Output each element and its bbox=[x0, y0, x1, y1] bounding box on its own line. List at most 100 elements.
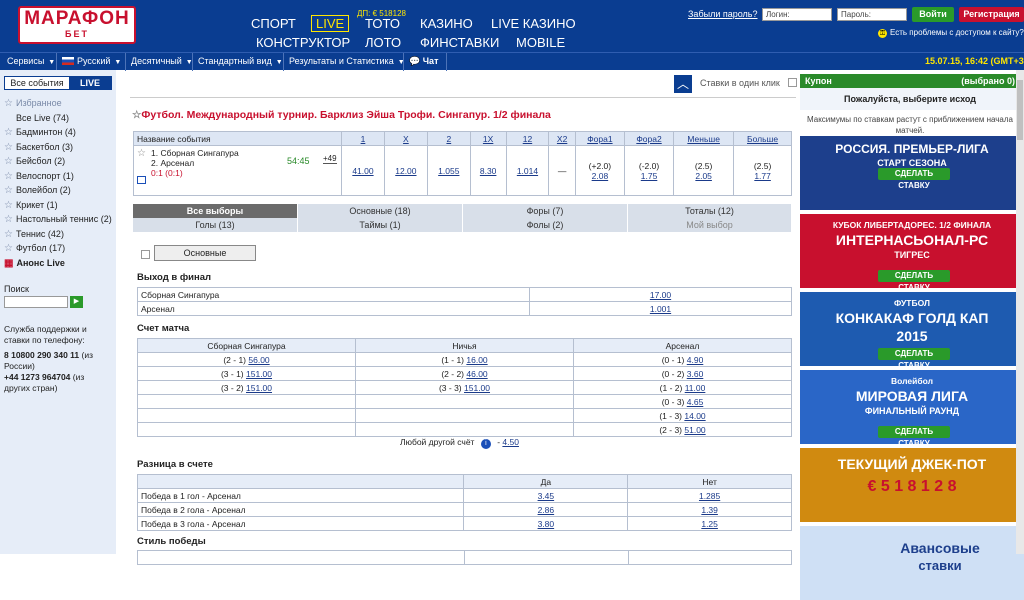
odds-value[interactable]: 2.05 bbox=[695, 170, 712, 181]
column-header[interactable]: Фора1 bbox=[574, 131, 625, 146]
odds-value[interactable]: 1.285 bbox=[698, 490, 721, 501]
odds-cell[interactable]: 3.80 bbox=[463, 516, 629, 531]
scroll-up-button[interactable]: ︿ bbox=[674, 75, 692, 93]
column-header[interactable]: X bbox=[383, 131, 428, 146]
make-bet-button[interactable]: СДЕЛАТЬ СТАВКУ bbox=[878, 168, 950, 190]
star-icon[interactable]: ☆ bbox=[132, 109, 142, 121]
make-bet-button[interactable]: СДЕЛАТЬ СТАВКУ bbox=[878, 270, 950, 288]
tab-market[interactable]: Тоталы (12) bbox=[628, 204, 792, 218]
odds-value[interactable]: 3.60 bbox=[686, 368, 704, 379]
other-score-odd[interactable]: 4.50 bbox=[502, 437, 519, 447]
make-bet-button[interactable]: СДЕЛАТЬ СТАВКУ bbox=[878, 348, 950, 366]
make-bet-button[interactable]: СДЕЛАТЬ СТАВКУ bbox=[878, 426, 950, 444]
sidebar-item[interactable]: ☆ Крикет (1) bbox=[4, 200, 58, 211]
nav-constructor[interactable]: КОНСТРУКТОР bbox=[256, 35, 351, 50]
tab-live[interactable]: LIVE bbox=[69, 77, 111, 89]
sidebar-item[interactable]: Все Live (74) bbox=[4, 113, 69, 123]
column-header[interactable]: 2 bbox=[426, 131, 471, 146]
odds-value[interactable]: 46.00 bbox=[466, 368, 488, 379]
sidebar-item[interactable]: ☆ Бадминтон (4) bbox=[4, 127, 76, 138]
odds-cell[interactable]: (2 - 3) 51.00 bbox=[573, 422, 792, 437]
promo-banner[interactable]: РОССИЯ. ПРЕМЬЕР-ЛИГА СТАРТ СЕЗОНА СДЕЛАТЬ … bbox=[800, 136, 1024, 210]
odds-cell[interactable]: (1 - 3) 14.00 bbox=[573, 408, 792, 423]
sidebar-item[interactable]: ☆ Велоспорт (1) bbox=[4, 171, 74, 182]
nav-live[interactable]: LIVE bbox=[311, 15, 350, 32]
one-click-checkbox[interactable] bbox=[788, 78, 797, 87]
column-header[interactable]: 1X bbox=[469, 131, 507, 146]
odds-value[interactable]: 1.055 bbox=[438, 165, 460, 176]
odds-value[interactable]: 16.00 bbox=[466, 354, 488, 365]
odds-cell[interactable]: 1.39 bbox=[627, 502, 792, 517]
team1[interactable]: 1. Сборная Сингапура bbox=[151, 148, 239, 158]
odds-cell[interactable]: (1 - 2) 11.00 bbox=[573, 380, 792, 395]
odds-cell[interactable]: 17.00 bbox=[529, 287, 792, 302]
nav-mobile[interactable]: MOBILE bbox=[516, 35, 566, 50]
odds-cell[interactable]: (1 - 1) 16.00 bbox=[355, 352, 574, 367]
odds-cell[interactable]: 2.86 bbox=[463, 502, 629, 517]
star-icon[interactable]: ☆ bbox=[4, 228, 13, 240]
odds-value[interactable]: 4.65 bbox=[686, 396, 704, 407]
column-header[interactable]: Фора2 bbox=[623, 131, 675, 146]
odds-cell[interactable]: (3 - 2) 151.00 bbox=[137, 380, 356, 395]
sidebar-item[interactable]: ☆ Бейсбол (2) bbox=[4, 156, 65, 167]
odds-cell[interactable]: (2.5) 1.77 bbox=[733, 145, 792, 196]
odds-cell[interactable]: (2 - 2) 46.00 bbox=[355, 366, 574, 381]
tab-market[interactable]: Основные (18) bbox=[298, 204, 463, 218]
odds-value[interactable]: 1.25 bbox=[701, 518, 718, 529]
odds-value[interactable]: 1.39 bbox=[701, 504, 718, 515]
access-problem-link[interactable]: ⚿ Есть проблемы с доступом к сайту? bbox=[878, 28, 1024, 38]
column-header[interactable]: 12 bbox=[505, 131, 550, 146]
forgot-password-link[interactable]: Забыли пароль? bbox=[688, 9, 758, 19]
odds-value[interactable]: 3.45 bbox=[537, 490, 555, 501]
odds-value[interactable]: 151.00 bbox=[464, 382, 491, 393]
password-input[interactable]: Пароль: bbox=[837, 8, 907, 21]
coupon-header[interactable]: Купон (выбрано 0) bbox=[800, 74, 1020, 88]
tab-all-events[interactable]: Все события bbox=[5, 77, 69, 89]
sidebar-item[interactable]: ☆ Настольный теннис (2) bbox=[4, 214, 112, 225]
odds-cell[interactable]: (0 - 3) 4.65 bbox=[573, 394, 792, 409]
promo-banner[interactable]: ФУТБОЛ КОНКАКАФ ГОЛД КАП 2015 СДЕЛАТЬ СТАВК… bbox=[800, 292, 1024, 366]
star-icon[interactable]: ☆ bbox=[4, 141, 13, 153]
nav-sport[interactable]: СПОРТ bbox=[251, 16, 296, 31]
menu-language[interactable]: Русский ▼ bbox=[62, 56, 121, 66]
promo-banner[interactable]: Волейбол МИРОВАЯ ЛИГА ФИНАЛЬНЫЙ РАУНД СДЕЛА… bbox=[800, 370, 1024, 444]
odds-cell[interactable]: 1.25 bbox=[627, 516, 792, 531]
basic-checkbox[interactable] bbox=[141, 250, 150, 259]
odds-value[interactable]: 2.08 bbox=[591, 170, 609, 181]
odds-value[interactable]: 14.00 bbox=[684, 410, 706, 421]
sidebar-item[interactable]: ☆ Футбол (17) bbox=[4, 243, 65, 254]
tab-market[interactable]: Все выборы bbox=[133, 204, 298, 218]
odds-value[interactable]: 17.00 bbox=[649, 289, 672, 300]
odds-value[interactable]: 1.014 bbox=[516, 165, 539, 176]
odds-value[interactable]: 8.30 bbox=[479, 165, 497, 176]
star-icon[interactable]: ☆ bbox=[4, 185, 13, 196]
tv-icon[interactable] bbox=[137, 176, 146, 184]
menu-view[interactable]: Стандартный вид ▼ bbox=[198, 56, 283, 66]
odds-cell[interactable]: (3 - 1) 151.00 bbox=[137, 366, 356, 381]
star-icon[interactable]: ☆ bbox=[4, 170, 13, 182]
odds-cell[interactable]: 12.00 bbox=[383, 145, 428, 196]
odds-cell[interactable]: 1.285 bbox=[627, 488, 792, 503]
odds-value[interactable]: 151.00 bbox=[246, 382, 273, 393]
odds-value[interactable]: 56.00 bbox=[248, 354, 270, 365]
nav-finstavki[interactable]: ФИНСТАВКИ bbox=[420, 35, 500, 50]
odds-cell[interactable]: 8.30 bbox=[469, 145, 507, 196]
promo-banner[interactable]: ТЕКУЩИЙ ДЖЕК-ПОТ € 5 1 8 1 2 8 bbox=[800, 448, 1024, 522]
star-icon[interactable]: ☆ bbox=[4, 199, 13, 211]
login-input[interactable]: Логин: bbox=[762, 8, 832, 21]
promo-banner[interactable]: КУБОК ЛИБЕРТАДОРЕС. 1/2 ФИНАЛА ИНТЕРНАСЬО… bbox=[800, 214, 1024, 288]
nav-live-casino[interactable]: LIVE КАЗИНО bbox=[491, 16, 576, 31]
star-icon[interactable]: ☆ bbox=[4, 214, 13, 225]
column-header[interactable]: X2 bbox=[548, 131, 576, 146]
scrollbar-thumb[interactable] bbox=[1017, 80, 1023, 140]
menu-odds-format[interactable]: Десятичный ▼ bbox=[131, 56, 193, 66]
tab-market[interactable]: Мой выбор bbox=[628, 218, 792, 232]
odds-cell[interactable]: (+2.0) 2.08 bbox=[574, 145, 625, 196]
odds-value[interactable]: 2.86 bbox=[537, 504, 555, 515]
column-header[interactable]: Меньше bbox=[673, 131, 735, 146]
column-header[interactable]: 1 bbox=[341, 131, 385, 146]
odds-value[interactable]: 1.001 bbox=[649, 303, 672, 314]
menu-services[interactable]: Сервисы ▼ bbox=[7, 56, 55, 66]
odds-value[interactable]: 4.90 bbox=[686, 354, 704, 365]
odds-cell[interactable]: (2 - 1) 56.00 bbox=[137, 352, 356, 367]
